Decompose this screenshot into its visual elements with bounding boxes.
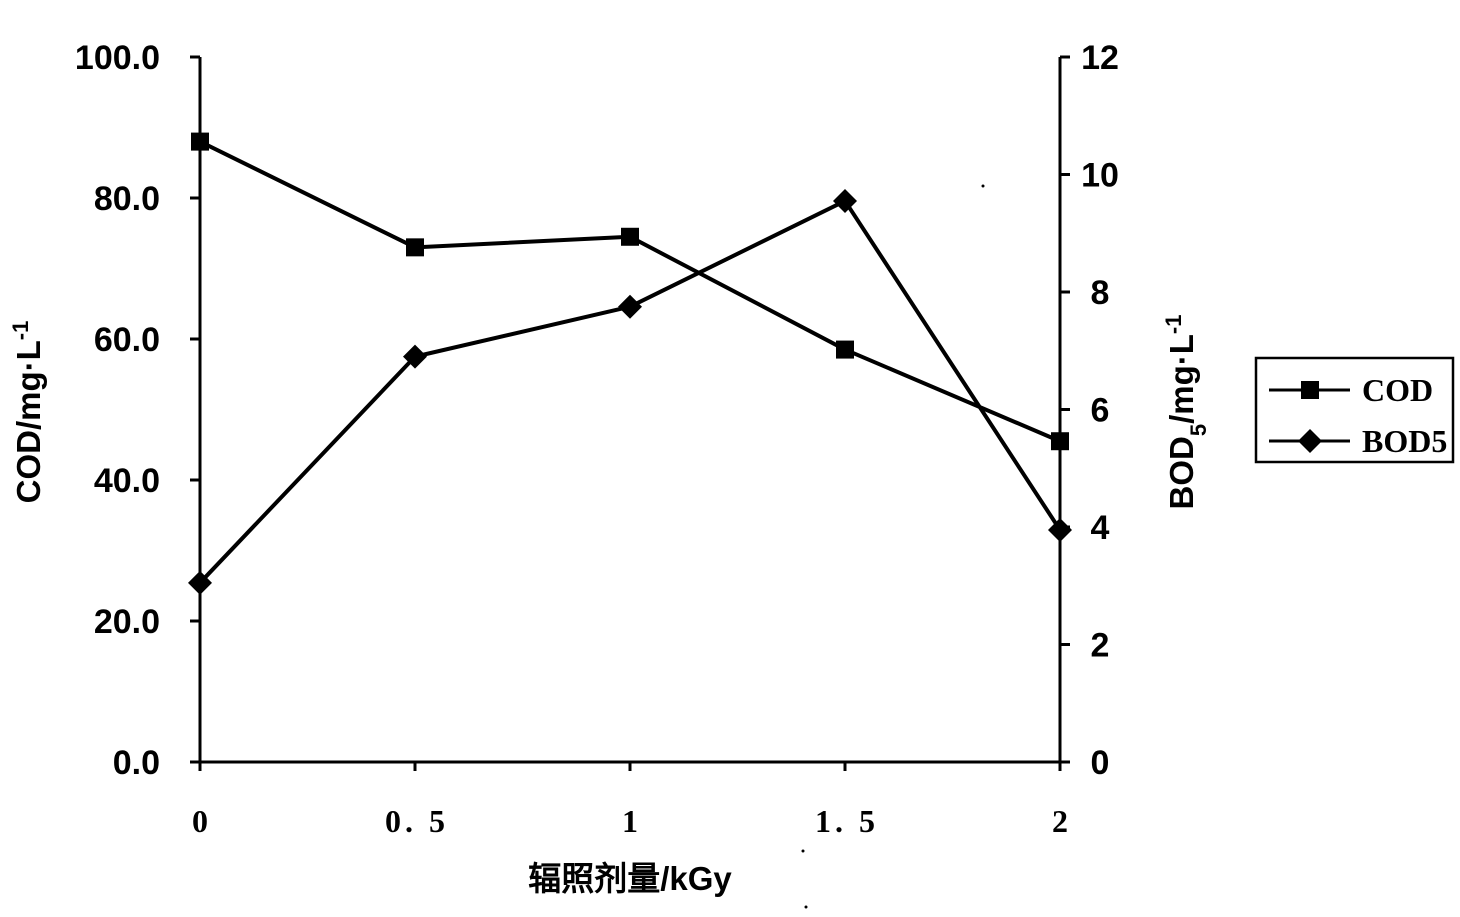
x-axis-title: 辐照剂量/kGy (528, 860, 732, 897)
y-left-tick-label: 80.0 (94, 180, 160, 218)
y-axis-right-title-sub: 5 (1186, 424, 1211, 436)
y-right-tick-label: 0 (1091, 744, 1110, 782)
bod5-point (833, 188, 857, 213)
cod-point (191, 132, 209, 151)
legend: COD BOD5 (1254, 356, 1455, 464)
y-axis-left-title-sup: -1 (8, 321, 33, 341)
cod-point (406, 238, 424, 257)
y-right-tick-label: 4 (1091, 509, 1110, 547)
x-tick-label: 1. 5 (815, 803, 879, 839)
plot-series (188, 132, 1072, 595)
y-right-tick-label: 12 (1081, 39, 1119, 77)
y-axis-right-title: BOD5/mg·L-1 (1161, 315, 1211, 510)
y-right-tick-label: 6 (1091, 392, 1110, 430)
bod5-point (618, 294, 642, 319)
x-tick-label: 1 (622, 803, 642, 839)
legend-bod5-label: BOD5 (1362, 423, 1447, 459)
x-tick-label: 2 (1052, 803, 1072, 839)
bod5-point (1048, 517, 1072, 542)
x-tick-label: 0 (192, 803, 212, 839)
series-line-bod5 (198, 198, 1062, 585)
cod-point (621, 227, 639, 246)
scan-speck (981, 184, 985, 188)
y-right-tick-label: 2 (1091, 627, 1110, 665)
cod-point (1051, 432, 1069, 451)
y-left-tick-label: 0.0 (113, 744, 160, 782)
legend-cod-marker (1301, 381, 1319, 399)
legend-cod-label: COD (1362, 372, 1433, 408)
scan-speck (801, 849, 805, 853)
legend-box (1254, 356, 1455, 464)
x-tick-label: 0. 5 (385, 803, 449, 839)
bod5-point (403, 344, 427, 369)
cod-point (836, 340, 854, 359)
y-axis-right-title-text: BOD (1163, 436, 1200, 509)
y-right-tick-label: 8 (1091, 274, 1110, 312)
scan-speck (804, 905, 808, 909)
y-left-tick-label: 40.0 (94, 462, 160, 500)
series-line-cod (199, 139, 1061, 444)
y-left-tick-label: 100.0 (75, 39, 160, 77)
y-left-tick-label: 60.0 (94, 321, 160, 359)
y-left-tick-label: 20.0 (94, 603, 160, 641)
axes (190, 55, 1070, 771)
y-axis-right-title-sup: -1 (1161, 315, 1186, 335)
bod5-point (188, 570, 212, 595)
y-axis-right-title-tail: /mg·L (1163, 334, 1200, 424)
y-right-tick-label: 10 (1081, 157, 1119, 195)
y-axis-left-title: COD/mg·L-1 (8, 321, 48, 504)
y-axis-left-title-text: COD/mg·L (10, 340, 47, 503)
legend-bod5-marker (1298, 429, 1322, 453)
